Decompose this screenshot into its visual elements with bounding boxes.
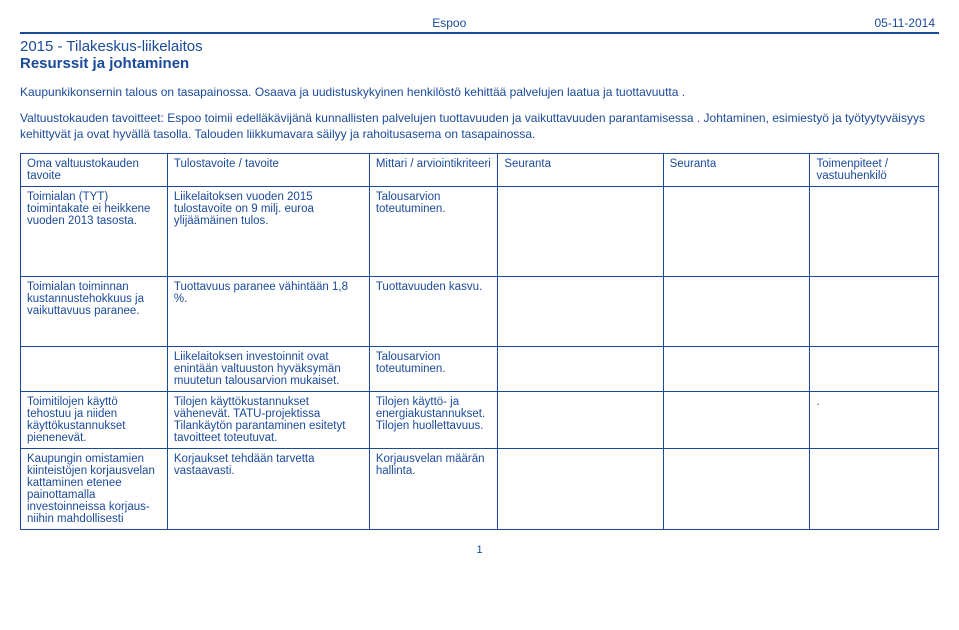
intro-paragraph-2: Valtuustokauden tavoitteet: Espoo toimii… [20, 110, 939, 142]
title-line-2: Resurssit ja johtaminen [20, 55, 939, 72]
goals-table: Oma valtuustokauden tavoite Tulostavoite… [20, 153, 939, 530]
table-row: Kaupungin omistamien kiinteistöjen korja… [21, 448, 939, 529]
cell [663, 186, 810, 276]
th-indicator: Mittari / arviointikriteeri [369, 153, 498, 186]
cell [663, 448, 810, 529]
cell [810, 186, 939, 276]
cell: Liikelaitoksen vuoden 2015 tulostavoite … [167, 186, 369, 276]
cell [498, 186, 663, 276]
cell: Talousarvion toteutuminen. [369, 186, 498, 276]
table-row: Toimitilojen käyttö tehostuu ja niiden k… [21, 391, 939, 448]
cell: Korjausvelan määrän hallinta. [369, 448, 498, 529]
th-followup-2: Seuranta [663, 153, 810, 186]
title-line-1: 2015 - Tilakeskus-liikelaitos [20, 38, 939, 55]
cell [663, 391, 810, 448]
table-header-row: Oma valtuustokauden tavoite Tulostavoite… [21, 153, 939, 186]
cell: Korjaukset tehdään tarvetta vastaavasti. [167, 448, 369, 529]
cell [498, 276, 663, 346]
cell: Toimitilojen käyttö tehostuu ja niiden k… [21, 391, 168, 448]
intro-paragraph-1: Kaupunkikonsernin talous on tasapainossa… [20, 84, 939, 100]
table-row: Toimialan toiminnan kustannustehokkuus j… [21, 276, 939, 346]
cell: Tuottavuuden kasvu. [369, 276, 498, 346]
cell: Tilojen käyttökustannukset vähenevät. TA… [167, 391, 369, 448]
cell [663, 276, 810, 346]
cell [810, 346, 939, 391]
cell [810, 276, 939, 346]
cell [21, 346, 168, 391]
th-actions: Toimenpiteet / vastuuhenkilö [810, 153, 939, 186]
cell: . [810, 391, 939, 448]
cell [498, 346, 663, 391]
cell: Liikelaitoksen investoinnit ovat enintää… [167, 346, 369, 391]
cell [810, 448, 939, 529]
header-rule [20, 32, 939, 34]
cell [498, 448, 663, 529]
th-result-goal: Tulostavoite / tavoite [167, 153, 369, 186]
cell [498, 391, 663, 448]
page-number: 1 [20, 544, 939, 556]
cell: Tuottavuus paranee vähintään 1,8 %. [167, 276, 369, 346]
header-city: Espoo [24, 16, 875, 30]
cell: Kaupungin omistamien kiinteistöjen korja… [21, 448, 168, 529]
th-own-goal: Oma valtuustokauden tavoite [21, 153, 168, 186]
header-date: 05-11-2014 [875, 16, 936, 30]
table-row: Liikelaitoksen investoinnit ovat enintää… [21, 346, 939, 391]
cell [663, 346, 810, 391]
cell: Talousarvion toteutuminen. [369, 346, 498, 391]
th-followup-1: Seuranta [498, 153, 663, 186]
table-row: Toimialan (TYT) toimintakate ei heikkene… [21, 186, 939, 276]
cell: Tilojen käyttö- ja energiakustannukset. … [369, 391, 498, 448]
header-bar: Espoo 05-11-2014 [20, 16, 939, 32]
cell: Toimialan toiminnan kustannustehokkuus j… [21, 276, 168, 346]
cell: Toimialan (TYT) toimintakate ei heikkene… [21, 186, 168, 276]
